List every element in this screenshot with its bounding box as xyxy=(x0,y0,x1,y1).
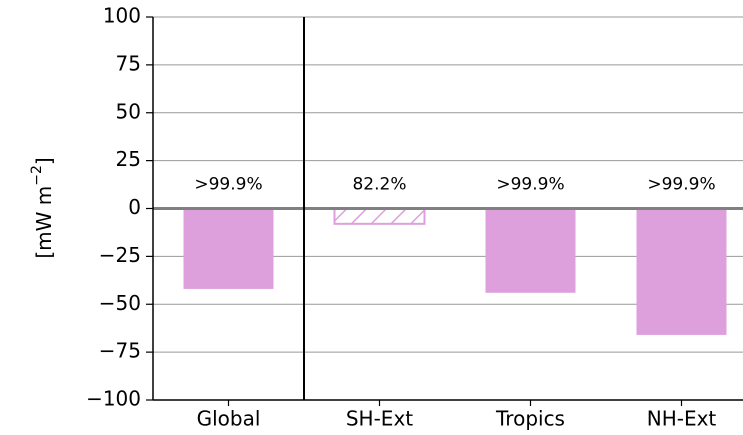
x-tick-label: NH-Ext xyxy=(647,407,717,431)
bar xyxy=(485,208,576,293)
annotation: >99.9% xyxy=(194,175,262,195)
x-tick-label: SH-Ext xyxy=(346,407,413,431)
y-tick-label: 0 xyxy=(128,195,141,219)
annotation: >99.9% xyxy=(496,175,564,195)
y-tick-label: −50 xyxy=(99,291,141,315)
annotation: >99.9% xyxy=(647,175,715,195)
y-axis-label: [mW m−2] xyxy=(29,157,56,258)
bar xyxy=(183,208,274,289)
bar xyxy=(333,207,426,225)
bar xyxy=(636,208,727,335)
y-tick-label: −100 xyxy=(86,387,141,411)
annotation: 82.2% xyxy=(352,175,406,195)
y-tick-label: −25 xyxy=(99,243,141,267)
y-tick-label: 75 xyxy=(116,51,141,75)
y-tick-label: 50 xyxy=(116,99,141,123)
y-tick-label: 100 xyxy=(103,4,141,28)
x-tick-label: Tropics xyxy=(495,407,565,431)
x-tick-label: Global xyxy=(197,407,261,431)
y-tick-label: 25 xyxy=(116,147,141,171)
y-tick-label: −75 xyxy=(99,339,141,363)
